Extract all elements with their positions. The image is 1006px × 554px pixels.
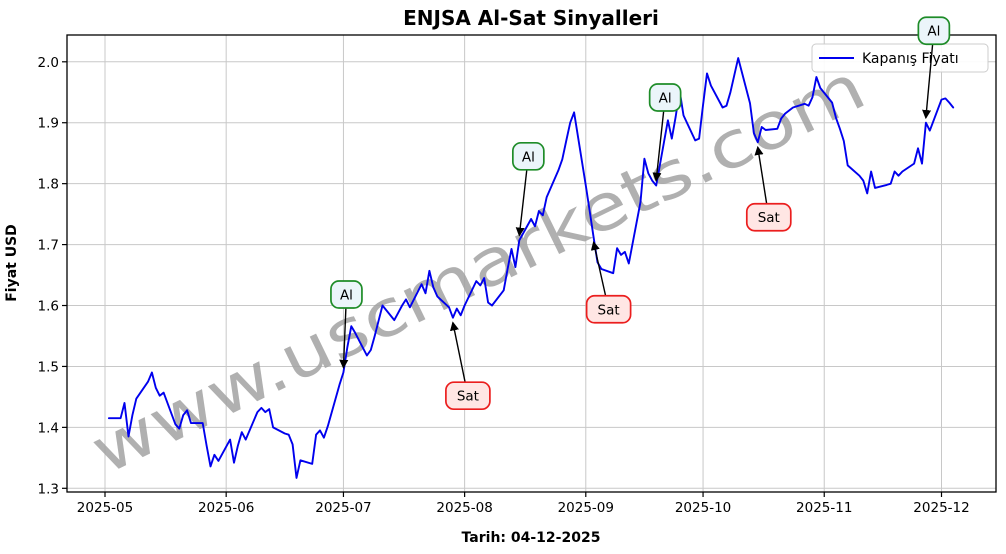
x-tick-label: 2025-12: [913, 500, 969, 516]
sell-signal-annotation: Sat: [585, 240, 632, 324]
buy-signal-annotation: Al: [917, 16, 951, 120]
x-axis-label: Tarih: 04-12-2025: [462, 530, 601, 546]
sell-signal-annotation: Sat: [445, 321, 491, 411]
y-tick-label: 1.7: [38, 238, 59, 254]
buy-signal-annotation: Al: [330, 280, 363, 369]
y-tick-label: 1.4: [38, 420, 59, 436]
x-tick-label: 2025-05: [77, 500, 133, 516]
x-tick-label: 2025-09: [558, 500, 614, 516]
x-tick-label: 2025-08: [436, 500, 492, 516]
price-line: [107, 57, 955, 479]
signal-label: Sat: [598, 302, 620, 318]
signal-label: Al: [927, 24, 940, 40]
signal-label: Al: [659, 90, 672, 106]
signal-label-box: [917, 16, 951, 46]
axis-ticks: 1.3 1.4 1.5 1.6 1.7 1.8 1.9 2.0 2025-05 2025-06 20…: [38, 55, 970, 516]
legend: Kapanış Fiyatı: [811, 43, 989, 73]
signal-label-box: [511, 141, 545, 171]
y-tick-label: 2.0: [38, 55, 59, 71]
signal-label-box: [445, 381, 491, 411]
chart-title: ENJSA Al-Sat Sinyalleri: [403, 6, 659, 30]
sell-signal-annotation: Sat: [745, 145, 792, 232]
legend-box: [811, 43, 989, 73]
signal-label-box: [648, 83, 682, 112]
y-tick-label: 1.6: [38, 299, 59, 315]
signal-label-box: [585, 294, 632, 324]
x-tick-label: 2025-06: [198, 500, 254, 516]
y-tick-label: 1.8: [38, 177, 59, 193]
y-tick-label: 1.9: [38, 116, 59, 132]
x-tick-label: 2025-07: [315, 500, 371, 516]
buy-signal-annotation: Al: [511, 141, 545, 237]
signal-annotations: Al Sat Al Sat Al Sat Al: [330, 16, 951, 411]
y-axis-label: Fiyat USD: [4, 224, 20, 302]
buy-signal-annotation: Al: [648, 83, 682, 182]
y-tick-label: 1.5: [38, 359, 59, 375]
y-tick-label: 1.3: [38, 481, 59, 497]
x-tick-label: 2025-10: [675, 500, 731, 516]
x-tick-label: 2025-11: [796, 500, 852, 516]
signal-arrow: [922, 30, 935, 120]
signal-label-box: [330, 280, 363, 309]
signal-label: Sat: [758, 210, 780, 226]
signal-label: Al: [522, 149, 535, 165]
signal-label: Al: [340, 288, 353, 304]
legend-label: Kapanış Fiyatı: [862, 51, 959, 67]
plot-frame: [66, 34, 997, 493]
signal-label: Sat: [457, 389, 479, 405]
grid-layer: [67, 35, 996, 492]
signal-label-box: [745, 202, 792, 232]
